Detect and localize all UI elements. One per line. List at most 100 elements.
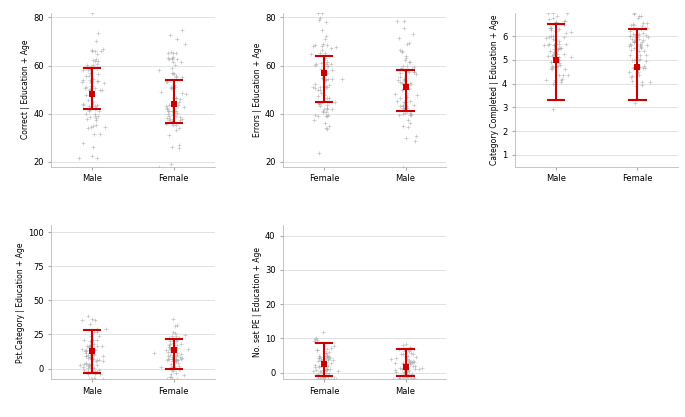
Point [403,85,414,92]
Point [544,40,555,47]
Point [624,40,635,47]
Point [401,98,412,105]
Point [639,65,650,71]
Point [167,70,178,77]
Point [90,38,101,45]
Point [323,349,334,355]
Point [400,347,411,354]
Point [632,32,643,39]
Point [314,355,325,362]
Point [634,41,645,48]
Point [550,18,561,25]
Point [323,76,334,83]
Point [166,364,177,370]
Point [317,356,328,363]
Point [80,92,91,99]
Point [403,358,414,365]
Point [323,372,334,379]
Point [165,371,176,378]
Point [182,345,193,352]
Point [406,376,417,383]
Point [162,349,173,355]
Point [88,62,99,68]
Point [312,337,323,343]
Point [92,113,103,120]
Point [403,368,414,374]
Point [166,376,177,383]
Point [177,354,188,361]
Point [90,376,101,383]
Point [405,98,416,104]
Point [167,112,178,119]
Point [312,99,323,106]
Point [400,341,411,348]
Point [547,80,558,87]
Point [164,374,175,381]
Point [627,36,638,43]
Point [321,365,332,372]
Point [87,316,98,322]
Point [643,34,653,40]
Point [174,335,185,342]
Point [96,48,107,54]
Point [404,59,415,65]
Point [630,32,640,38]
Point [93,333,104,340]
Point [395,64,406,71]
Point [321,106,332,112]
Point [85,87,96,94]
Point [543,41,553,48]
Point [163,108,174,114]
Point [88,329,99,336]
Point [321,113,332,119]
Point [91,337,102,344]
Point [85,65,96,72]
Point [78,102,89,108]
Point [321,366,332,373]
Point [171,107,182,114]
Point [633,13,644,20]
Point [400,110,411,116]
Point [314,83,325,90]
Point [399,80,410,87]
Point [313,362,324,369]
Point [91,55,102,62]
Point [96,343,107,349]
Point [319,374,330,381]
Point [397,80,408,87]
Point [171,369,182,376]
Point [84,344,95,350]
Point [630,37,640,43]
Point [179,332,190,339]
Point [312,347,323,354]
Point [163,132,174,138]
Point [168,354,179,361]
Point [406,346,416,352]
Point [86,83,97,90]
Point [401,93,412,100]
Point [645,78,656,85]
Point [550,41,561,48]
Point [92,57,103,64]
Point [155,364,166,370]
Point [393,77,403,83]
Point [550,79,561,85]
Point [560,40,571,47]
Point [164,352,175,359]
Point [551,13,562,20]
Point [313,355,324,362]
Point [312,9,323,16]
Point [397,62,408,69]
Point [327,357,338,364]
Y-axis label: Category Completed | Education + Age: Category Completed | Education + Age [490,14,499,165]
Point [558,72,569,79]
Point [642,42,653,48]
Point [545,25,556,32]
Point [88,374,99,381]
Point [321,59,332,65]
Point [169,70,179,77]
Point [558,18,569,25]
Point [408,359,419,365]
Point [162,108,173,114]
Point [550,28,561,35]
